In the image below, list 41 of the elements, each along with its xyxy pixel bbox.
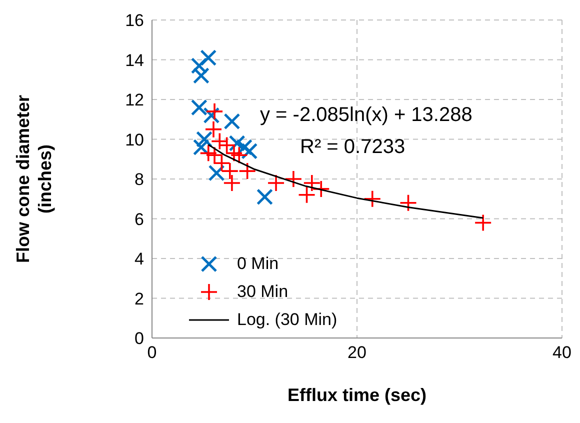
- point: [200, 50, 217, 66]
- point: [399, 194, 418, 212]
- point: [267, 174, 285, 192]
- annotation: y = -2.085ln(x) + 13.288: [260, 104, 472, 127]
- y-axis-title: Flow cone diameter (inches): [13, 94, 55, 264]
- legend-label: 30 Min: [237, 282, 288, 302]
- legend-label: Log. (30 Min): [237, 310, 338, 330]
- y-tick-label: 16: [125, 11, 144, 30]
- point: [192, 138, 210, 156]
- y-tick-label: 10: [125, 130, 144, 150]
- point: [223, 174, 241, 192]
- point: [190, 57, 208, 74]
- legend-label: 0 Min: [237, 254, 279, 274]
- x-axis-title: Efflux time (sec): [287, 385, 427, 405]
- annotation: R² = 0.7233: [300, 136, 406, 159]
- y-tick-label: 14: [125, 50, 144, 70]
- y-tick-label: 6: [134, 210, 144, 229]
- x-tick-label: 20: [348, 343, 366, 362]
- point: [474, 214, 492, 232]
- point: [192, 67, 210, 84]
- point: [363, 190, 382, 208]
- y-tick-label: 2: [134, 289, 144, 308]
- y-tick-label: 8: [134, 170, 144, 190]
- y-tick-label: 4: [134, 250, 144, 269]
- point: [256, 188, 273, 206]
- point: [284, 170, 302, 188]
- point: [230, 146, 248, 164]
- point: [190, 99, 208, 116]
- point: [204, 120, 222, 138]
- point: [241, 142, 258, 160]
- y-tick-label: 12: [125, 90, 144, 110]
- y-tick-label: 0: [134, 329, 144, 348]
- x-tick-label: 40: [552, 343, 572, 362]
- point: [238, 162, 256, 180]
- point: [210, 132, 229, 150]
- x-tick-label: 0: [147, 343, 157, 362]
- point: [298, 186, 316, 204]
- point: [208, 164, 225, 182]
- point: [206, 102, 224, 120]
- point: [199, 144, 218, 162]
- point: [224, 113, 240, 130]
